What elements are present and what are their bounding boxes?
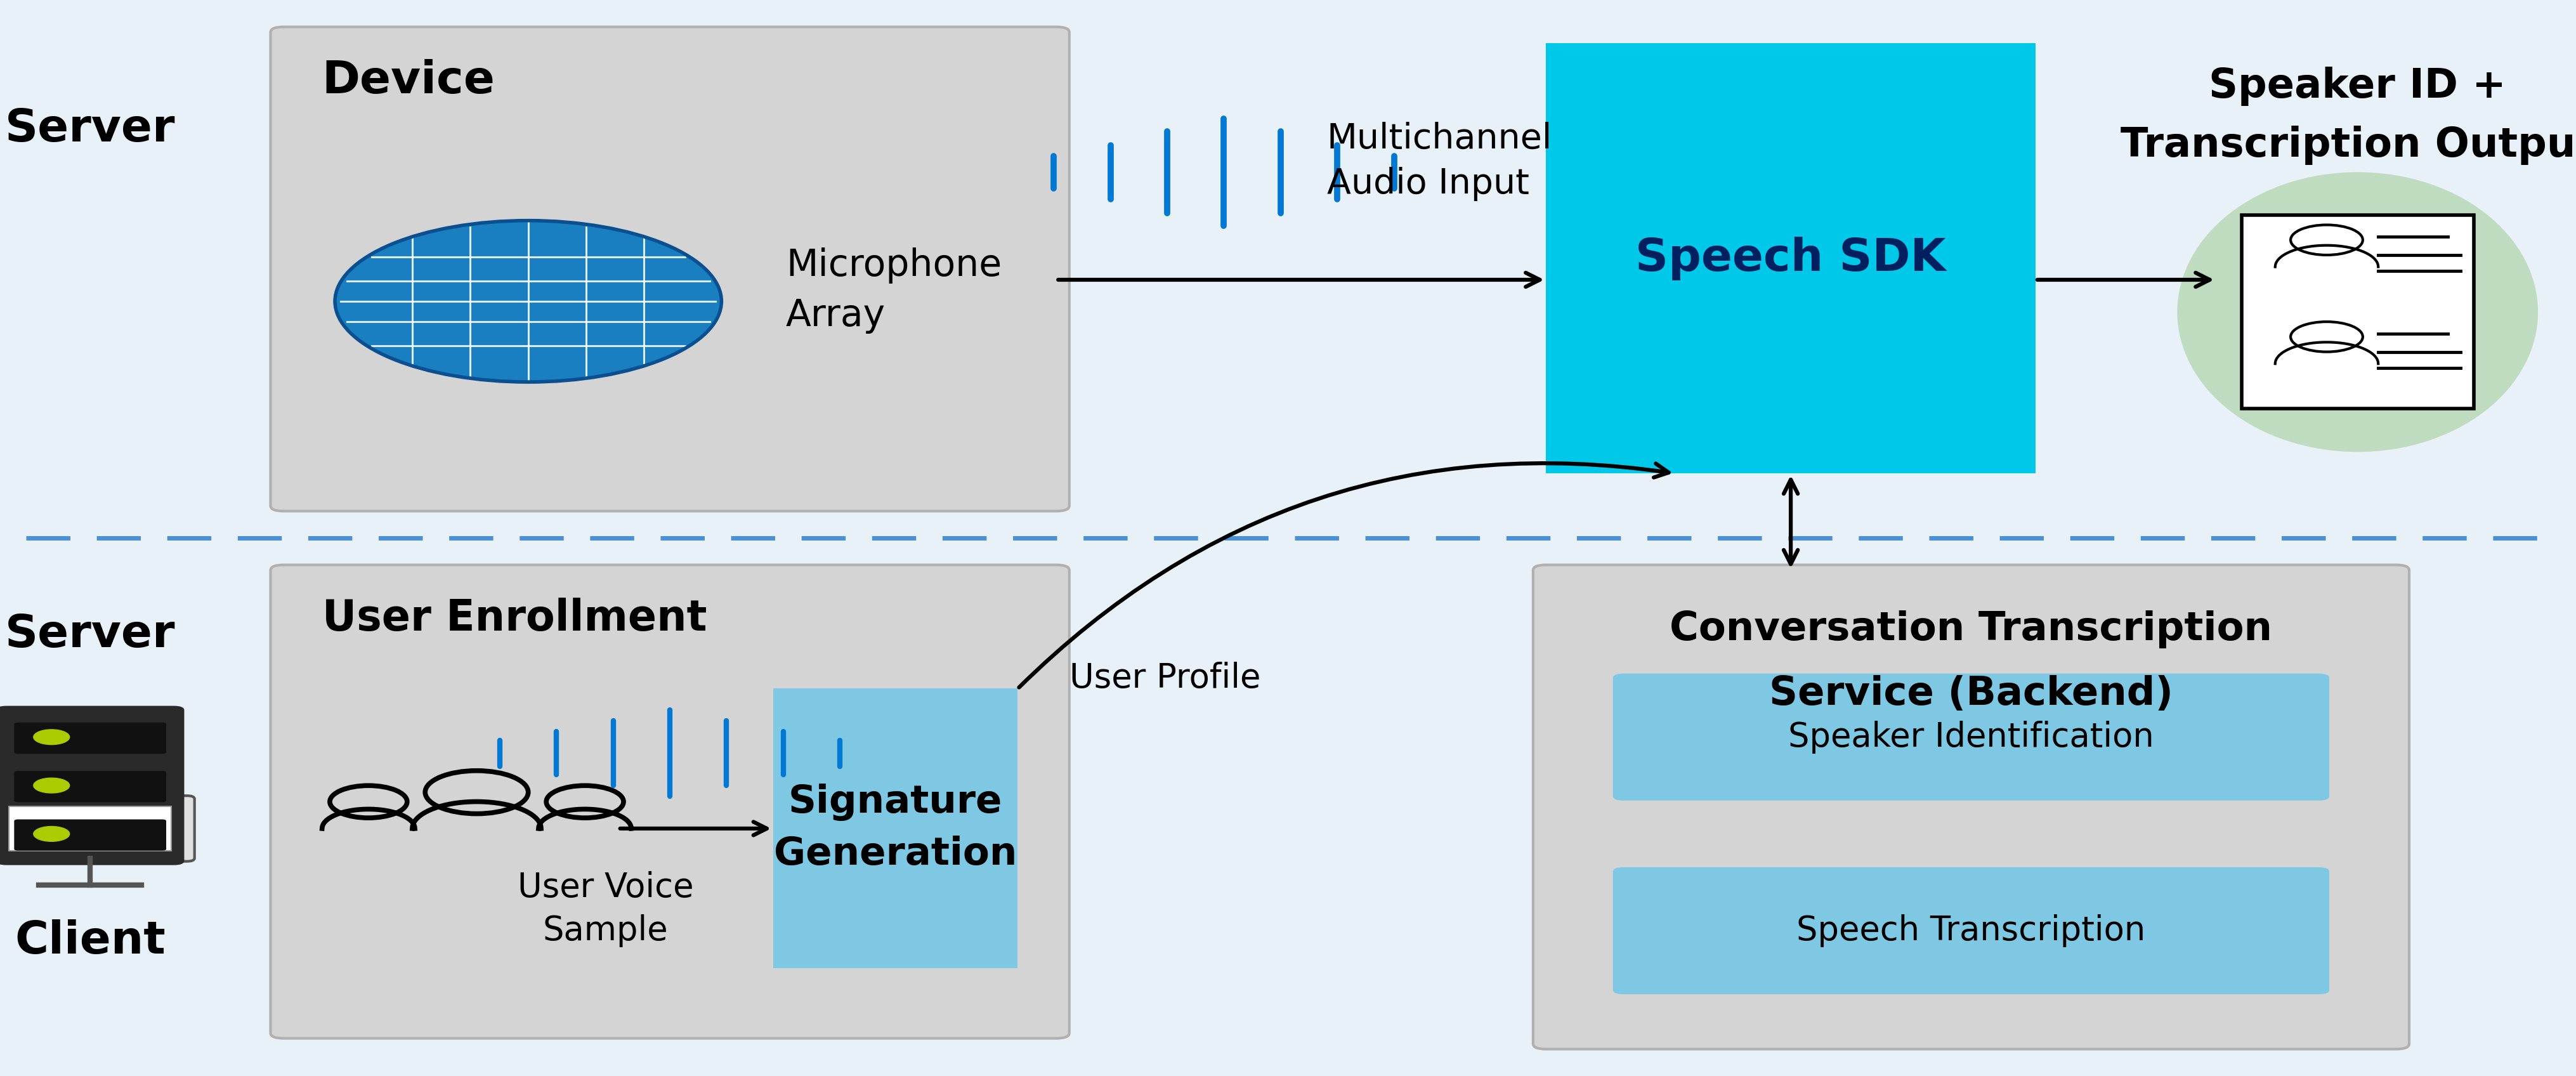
Text: Conversation Transcription: Conversation Transcription: [1669, 610, 2272, 649]
FancyBboxPatch shape: [1613, 867, 2329, 994]
Circle shape: [33, 730, 70, 745]
FancyBboxPatch shape: [0, 796, 196, 861]
Text: Server: Server: [5, 613, 175, 656]
Text: Transcription Output: Transcription Output: [2120, 126, 2576, 165]
Text: Multichannel
Audio Input: Multichannel Audio Input: [1327, 122, 1551, 201]
Text: Server: Server: [5, 108, 175, 151]
Bar: [2241, 215, 2473, 409]
Bar: [10, 807, 170, 850]
FancyBboxPatch shape: [1533, 565, 2409, 1049]
FancyBboxPatch shape: [15, 820, 165, 850]
Text: Speaker ID +: Speaker ID +: [2208, 67, 2506, 105]
Text: Speech Transcription: Speech Transcription: [1795, 915, 2146, 947]
Circle shape: [33, 778, 70, 793]
Text: User Enrollment: User Enrollment: [322, 598, 706, 639]
Text: Device: Device: [322, 59, 495, 102]
Circle shape: [335, 221, 721, 382]
Text: Speech SDK: Speech SDK: [1636, 237, 1945, 280]
FancyBboxPatch shape: [15, 723, 165, 753]
Text: Microphone
Array: Microphone Array: [786, 247, 1002, 334]
Text: Service (Backend): Service (Backend): [1770, 675, 2172, 713]
Text: Signature
Generation: Signature Generation: [773, 783, 1018, 874]
Ellipse shape: [2177, 172, 2537, 452]
Bar: [773, 689, 1018, 968]
Text: User Voice
Sample: User Voice Sample: [518, 872, 693, 947]
FancyBboxPatch shape: [1613, 674, 2329, 801]
Circle shape: [33, 826, 70, 841]
Text: Speaker Identification: Speaker Identification: [1788, 721, 2154, 753]
Bar: [1546, 43, 2035, 473]
Text: Client: Client: [15, 920, 165, 963]
FancyBboxPatch shape: [270, 565, 1069, 1038]
Text: User Profile: User Profile: [1069, 662, 1260, 694]
FancyBboxPatch shape: [0, 706, 185, 865]
FancyBboxPatch shape: [15, 770, 165, 803]
FancyBboxPatch shape: [270, 27, 1069, 511]
